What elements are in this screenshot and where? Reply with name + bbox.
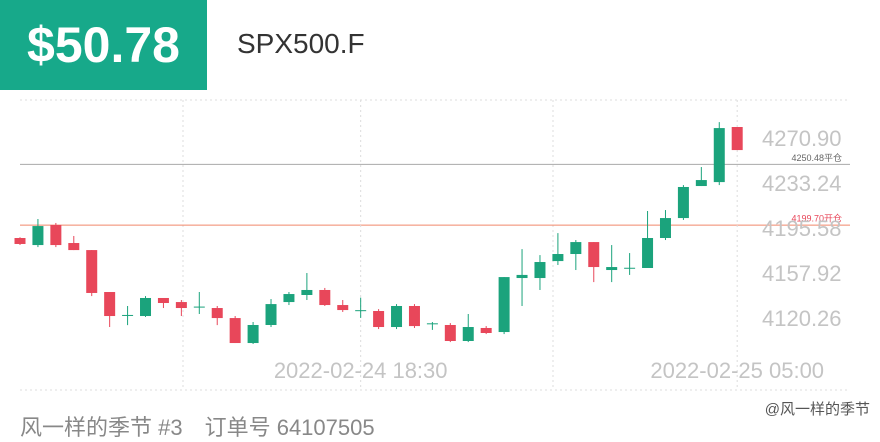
candle-body <box>552 254 564 262</box>
y-tick-label: 4157.92 <box>762 261 842 286</box>
candle-body <box>355 310 367 312</box>
candle-body <box>606 267 618 271</box>
candle-body <box>50 224 62 246</box>
candle-body <box>498 277 510 333</box>
y-tick-label: 4195.58 <box>762 216 842 241</box>
price: $50.78 <box>0 0 207 90</box>
reference-label: 4199.70开仓 <box>791 212 842 223</box>
candle-body <box>68 243 80 251</box>
candle-body <box>319 289 331 306</box>
candle-body <box>695 180 707 187</box>
candle-body <box>731 127 743 151</box>
candle-body <box>32 226 44 246</box>
candle-body <box>140 297 152 317</box>
x-tick-label: 2022-02-24 18:30 <box>274 358 448 383</box>
candle-body <box>247 324 259 344</box>
y-tick-label: 4233.24 <box>762 171 842 196</box>
candle-body <box>211 308 223 319</box>
x-tick-label: 2022-02-25 05:00 <box>650 358 824 383</box>
candle-body <box>391 305 403 328</box>
user: 风一样的季节 #3 <box>20 415 183 440</box>
candle-body <box>588 242 600 268</box>
candle-body <box>570 242 582 255</box>
candle-body <box>373 311 385 328</box>
footer: 风一样的季节 #3 订单号 64107505 <box>20 410 375 442</box>
reference-label: 4250.48平仓 <box>791 152 842 163</box>
candle-body <box>14 238 26 244</box>
candle-body <box>713 128 725 183</box>
order: 订单号 64107505 <box>204 415 375 440</box>
candle-body <box>480 327 492 333</box>
candle-body <box>408 305 420 327</box>
candle-body <box>642 238 654 268</box>
candle-body <box>426 323 438 325</box>
candle-body <box>462 327 474 342</box>
symbol: SPX500.F <box>237 28 365 59</box>
candle-body <box>444 324 456 342</box>
watermark: @风一样的季节 <box>764 401 870 418</box>
candle-body <box>677 186 689 219</box>
y-tick-label: 4120.26 <box>762 306 842 331</box>
candle-body <box>265 304 277 325</box>
chart: 4250.48平仓 4199.70开仓 2022-02-24 18:30 2022-0… <box>14 99 850 391</box>
candle-body <box>301 289 313 295</box>
candle-body <box>624 267 636 269</box>
candle-body <box>337 305 349 311</box>
candle-body <box>229 318 241 344</box>
grid-decoration <box>20 99 850 391</box>
y-tick-label: 4270.90 <box>762 126 842 151</box>
candle-body <box>157 297 169 304</box>
candle-body <box>122 314 134 316</box>
candle-body <box>104 292 116 317</box>
candle-body <box>86 250 98 293</box>
candle-body <box>175 302 187 309</box>
candle-body <box>193 306 205 308</box>
candle-body <box>659 218 671 239</box>
candle-body <box>283 294 295 303</box>
candle-body <box>534 262 546 279</box>
candle-body <box>516 274 528 279</box>
